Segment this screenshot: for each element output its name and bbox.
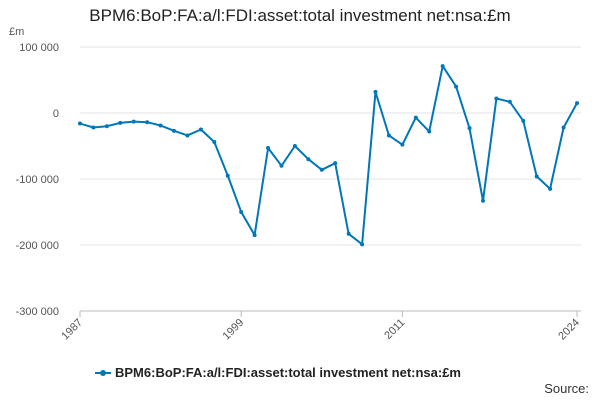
y-tick-label: -300 000 [16, 306, 59, 318]
data-point [386, 133, 391, 138]
data-point [548, 186, 553, 191]
data-point [212, 140, 217, 145]
data-point [521, 118, 526, 123]
data-point [480, 198, 485, 203]
data-point [360, 242, 365, 247]
data-point [534, 174, 539, 179]
data-point [145, 120, 150, 125]
series-layer [78, 64, 579, 247]
source-label: Source: [544, 381, 589, 396]
x-tick-label: 2011 [382, 317, 407, 342]
data-point [494, 96, 499, 101]
y-tick-label: -100 000 [16, 174, 59, 186]
y-tick-label: 100 000 [19, 42, 59, 54]
chart-title: BPM6:BoP:FA:a/l:FDI:asset:total investme… [89, 6, 511, 25]
data-point [185, 133, 190, 138]
y-tick-label: -200 000 [16, 240, 59, 252]
data-point [427, 129, 432, 134]
data-point [373, 89, 378, 94]
data-point [239, 210, 244, 214]
data-point [575, 101, 579, 106]
data-point [467, 126, 472, 131]
data-point [413, 115, 418, 120]
series-line [79, 65, 578, 246]
data-point [172, 128, 177, 133]
data-point [252, 233, 257, 238]
x-tick-label: 1987 [59, 317, 85, 343]
data-point [346, 231, 351, 236]
data-point [319, 167, 324, 172]
data-point [279, 163, 284, 168]
data-point [266, 145, 271, 150]
y-tick-label: 0 [53, 108, 59, 120]
data-point [454, 84, 459, 89]
data-point [104, 124, 109, 129]
data-point [292, 144, 297, 148]
data-point [400, 142, 405, 147]
axes: 100 000 0 -100 000 -200 000 -300 000 £m 1987 19… [9, 26, 582, 342]
data-point [333, 161, 338, 166]
data-point [225, 173, 230, 178]
x-tick-label: 1999 [221, 317, 247, 343]
grid-lines [80, 46, 581, 312]
data-point [78, 121, 82, 126]
data-point [91, 125, 96, 130]
legend-label: BPM6:BoP:FA:a/l:FDI:asset:total investme… [115, 365, 461, 380]
data-point [306, 157, 311, 162]
data-point [198, 127, 203, 132]
y-axis-label: £m [9, 26, 24, 38]
data-point [507, 99, 512, 104]
data-point [561, 125, 566, 130]
data-point [440, 64, 445, 69]
x-tick-label: 2024 [556, 317, 582, 343]
data-point [158, 123, 163, 128]
data-point [118, 120, 123, 125]
legend-swatch [95, 368, 111, 378]
legend: BPM6:BoP:FA:a/l:FDI:asset:total investme… [95, 365, 461, 380]
data-point [131, 119, 136, 124]
